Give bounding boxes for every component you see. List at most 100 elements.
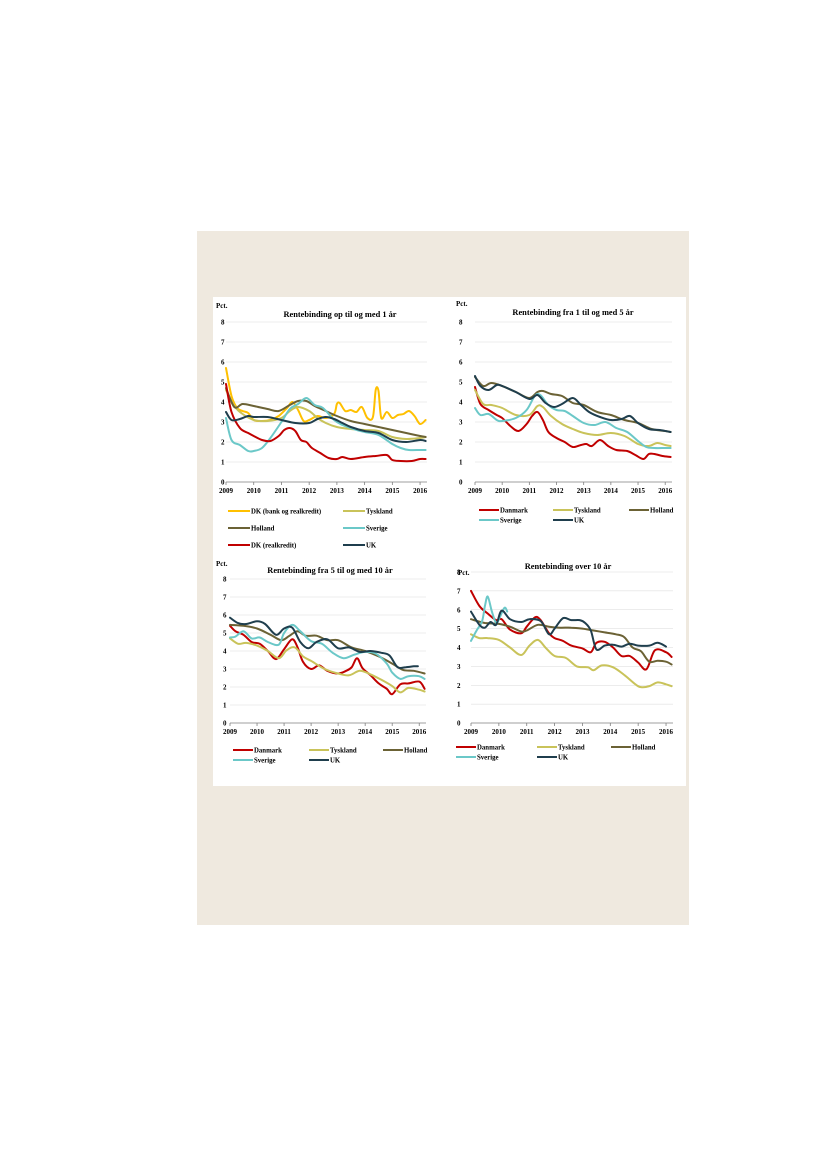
legend-item: Tyskland [553, 508, 601, 515]
x-tick-label: 2013 [330, 487, 345, 495]
series-line-holland [229, 623, 426, 675]
x-tick-label: 2009 [219, 487, 234, 495]
x-tick-label: 2012 [302, 487, 317, 495]
y-tick-label: 3 [223, 666, 227, 674]
y-tick-label: 1 [223, 702, 227, 710]
chart-over-10-years: Rentebinding over 10 år Pct. 0 1 2 3 4 5 6 7 8 20… [456, 562, 674, 762]
y-tick-label: 8 [221, 319, 225, 327]
series-line-danmark [474, 386, 672, 460]
x-tick-label: 2012 [304, 728, 319, 736]
chart-title: Rentebinding over 10 år [525, 562, 612, 571]
series-line-danmark [229, 624, 426, 696]
legend-label: Holland [404, 748, 428, 755]
x-tick-label: 2015 [631, 487, 646, 495]
legend-item: UK [537, 755, 569, 762]
legend-label: Sverige [366, 526, 388, 533]
y-unit-label: Pct. [456, 300, 468, 308]
legend-item: Tyskland [537, 745, 585, 752]
y-tick-label: 5 [459, 379, 463, 387]
y-tick-label: 3 [459, 419, 463, 427]
legend-label: UK [558, 755, 569, 762]
y-tick-label: 7 [459, 339, 463, 347]
x-tick-label: 2009 [464, 728, 479, 736]
y-tick-label: 0 [457, 720, 461, 728]
y-tick-label: 7 [223, 594, 227, 602]
chart-5-10-years: Pct. Rentebinding fra 5 til og med 10 år… [216, 560, 428, 765]
y-tick-label: 8 [223, 576, 227, 584]
y-tick-label: 4 [223, 648, 227, 656]
series-line-holland [470, 618, 673, 666]
series-line-dk-realkredit [225, 383, 427, 463]
y-tick-label: 5 [223, 630, 227, 638]
y-tick-label: 1 [459, 459, 463, 467]
y-tick-label: 6 [221, 359, 225, 367]
legend-label: Sverige [254, 758, 276, 765]
legend-item: UK [343, 543, 377, 550]
y-tick-label: 7 [221, 339, 225, 347]
x-tick-label: 2016 [659, 728, 674, 736]
x-tick-label: 2014 [358, 728, 373, 736]
x-tick-label: 2011 [520, 728, 534, 736]
chart-title: Rentebinding op til og med 1 år [283, 310, 396, 319]
x-tick-label: 2011 [275, 487, 289, 495]
y-tick-label: 2 [223, 684, 227, 692]
legend-item: Holland [611, 745, 656, 752]
y-tick-label: 0 [221, 479, 225, 487]
y-unit-label: Pct. [216, 302, 228, 310]
legend-label: Danmark [500, 508, 528, 515]
x-tick-label: 2009 [223, 728, 238, 736]
legend-label: Danmark [477, 745, 505, 752]
x-tick-label: 2011 [523, 487, 537, 495]
legend-item: Tyskland [343, 509, 393, 516]
x-tick-label: 2016 [412, 728, 427, 736]
legend-item: Danmark [479, 508, 528, 515]
y-tick-label: 1 [457, 701, 461, 709]
series-line-uk [225, 411, 427, 443]
chart-1-year: Pct. Rentebinding op til og med 1 år 0 1 2… [216, 302, 428, 550]
legend-label: Danmark [254, 748, 282, 755]
x-tick-label: 2011 [277, 728, 291, 736]
series-line-tyskland [229, 637, 426, 694]
legend-item: Danmark [233, 748, 282, 755]
y-tick-label: 6 [223, 612, 227, 620]
x-tick-label: 2015 [385, 728, 400, 736]
y-tick-label: 5 [221, 379, 225, 387]
series-line-uk [470, 609, 667, 651]
series-line-tyskland [470, 633, 673, 689]
x-tick-label: 2013 [575, 728, 590, 736]
legend-label: Sverige [500, 518, 522, 525]
legend-label: Tyskland [366, 509, 393, 516]
legend-item: Sverige [479, 518, 522, 525]
y-tick-label: 1 [221, 459, 225, 467]
legend-item: UK [553, 518, 585, 525]
x-tick-label: 2010 [492, 728, 507, 736]
series-line-sverige [474, 392, 672, 450]
y-tick-label: 4 [221, 399, 225, 407]
y-tick-label: 0 [459, 479, 463, 487]
legend-item: Tyskland [309, 748, 357, 755]
series-line-sverige [229, 623, 426, 680]
x-tick-label: 2016 [658, 487, 673, 495]
series-line-uk [474, 375, 672, 433]
chart-title: Rentebinding fra 5 til og med 10 år [267, 566, 393, 575]
x-tick-label: 2009 [468, 487, 483, 495]
x-tick-label: 2012 [550, 487, 565, 495]
y-tick-label: 7 [457, 587, 461, 595]
chart-1-5-years: Pct. Rentebinding fra 1 til og med 5 år … [456, 300, 674, 525]
y-tick-label: 8 [459, 319, 463, 327]
legend-item: DK (bank og realkredit) [228, 509, 321, 516]
legend-item: Sverige [456, 755, 499, 762]
series-line-tyskland [474, 389, 672, 448]
legend-label: UK [366, 543, 377, 550]
series-line-danmark [470, 589, 673, 671]
x-tick-label: 2014 [358, 487, 373, 495]
y-unit-label: Pct. [458, 569, 470, 577]
y-tick-label: 2 [459, 439, 463, 447]
y-tick-label: 4 [459, 399, 463, 407]
legend-item: UK [309, 758, 341, 765]
legend-label: Holland [251, 526, 275, 533]
legend-label: Holland [632, 745, 656, 752]
legend-item: Sverige [343, 526, 388, 533]
series-line-sverige [225, 397, 427, 453]
legend-label: DK (bank og realkredit) [251, 509, 321, 516]
